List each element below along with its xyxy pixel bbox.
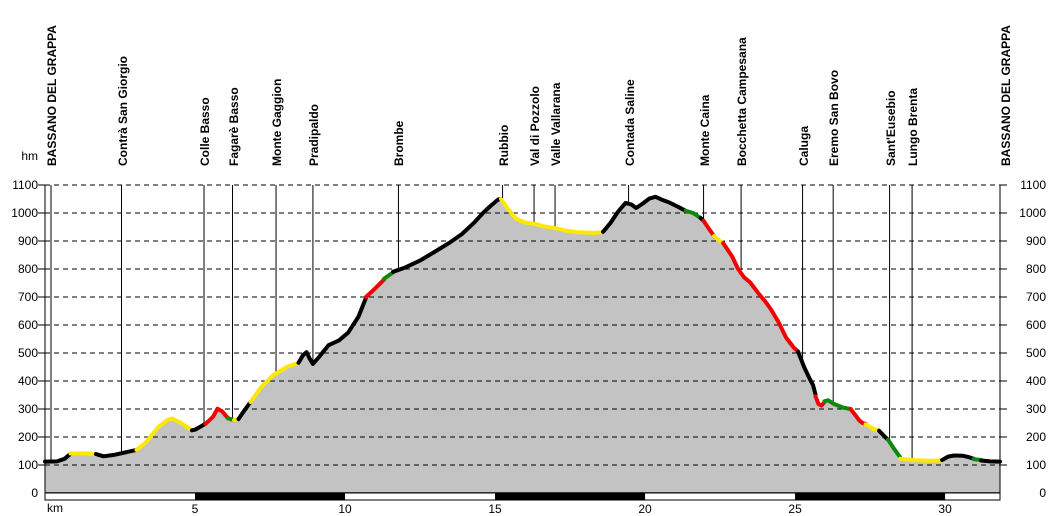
waypoint-label-16: Lungo Brenta bbox=[906, 88, 921, 166]
waypoint-label-12: Bocchetta Campesana bbox=[735, 37, 750, 166]
y-tick-label-left-700: 700 bbox=[17, 290, 38, 304]
profile-segment-black-0 bbox=[43, 451, 73, 464]
y-tick-label-left-0: 0 bbox=[31, 486, 38, 500]
profile-segment-black-4 bbox=[190, 421, 208, 433]
y-tick-label-right-100: 100 bbox=[1025, 458, 1046, 472]
profile-segment-yellow-9 bbox=[248, 360, 301, 404]
profile-segment-yellow-14 bbox=[499, 197, 606, 235]
profile-segment-black-31 bbox=[979, 458, 1002, 464]
y-tick-label-left-1100: 1100 bbox=[12, 178, 38, 192]
x-tick-label-25: 25 bbox=[788, 502, 802, 516]
profile-segment-black-10 bbox=[296, 295, 368, 366]
y-axis-unit-label: hm bbox=[21, 149, 38, 163]
x-tick-label-30: 30 bbox=[938, 502, 952, 516]
waypoint-label-13: Caluga bbox=[796, 125, 811, 166]
profile-segment-red-11 bbox=[364, 277, 386, 299]
y-tick-label-right-200: 200 bbox=[1025, 430, 1046, 444]
y-tick-label-left-300: 300 bbox=[17, 402, 38, 416]
profile-segment-yellow-1 bbox=[68, 451, 98, 457]
profile-segment-yellow-28 bbox=[898, 456, 945, 463]
y-tick-label-left-200: 200 bbox=[17, 430, 38, 444]
profile-segment-green-12 bbox=[382, 270, 395, 281]
elevation-area-fill bbox=[45, 196, 1000, 494]
y-tick-label-right-1100: 1100 bbox=[1020, 178, 1046, 192]
scalebar-black-segment-1 bbox=[495, 493, 646, 500]
waypoint-label-1: Contrà San Giorgio bbox=[115, 55, 130, 166]
waypoint-label-9: Valle Vallarana bbox=[549, 82, 564, 166]
waypoint-label-10: Contada Saline bbox=[622, 79, 637, 166]
waypoint-label-0: BASSANO DEL GRAPPA bbox=[45, 25, 59, 166]
profile-segment-green-16 bbox=[683, 208, 703, 220]
profile-segment-red-22 bbox=[813, 394, 827, 408]
profile-segment-green-27 bbox=[886, 437, 903, 460]
profile-segment-red-18 bbox=[701, 218, 717, 238]
y-tick-label-right-700: 700 bbox=[1025, 290, 1046, 304]
waypoint-label-2: Colle Basso bbox=[198, 97, 213, 166]
y-tick-label-left-400: 400 bbox=[17, 374, 38, 388]
scalebar-black-segment-2 bbox=[795, 493, 946, 500]
waypoint-label-6: Brombe bbox=[392, 120, 407, 166]
waypoint-label-5: Pradipaldo bbox=[306, 103, 321, 166]
profile-segment-red-5 bbox=[203, 406, 230, 426]
profile-segment-red-24 bbox=[848, 407, 868, 426]
waypoint-label-15: Sant'Eusebio bbox=[883, 90, 898, 166]
x-tick-label-20: 20 bbox=[638, 502, 652, 516]
profile-segment-black-8 bbox=[236, 400, 253, 422]
waypoint-label-3: Fagarè Basso bbox=[226, 87, 241, 166]
waypoint-label-4: Monte Gaggion bbox=[270, 78, 285, 166]
y-tick-label-left-1000: 1000 bbox=[11, 206, 38, 220]
y-tick-label-right-800: 800 bbox=[1025, 262, 1046, 276]
profile-segment-black-13 bbox=[391, 197, 503, 274]
profile-segment-green-23 bbox=[822, 398, 853, 411]
waypoint-label-8: Val di Pozzolo bbox=[528, 85, 543, 166]
profile-segment-yellow-3 bbox=[134, 416, 194, 452]
x-tick-label-10: 10 bbox=[338, 502, 352, 516]
y-tick-label-right-300: 300 bbox=[1025, 402, 1046, 416]
x-axis-unit-label: km bbox=[47, 501, 63, 515]
waypoint-label-14: Eremo San Bovo bbox=[827, 69, 842, 166]
x-tick-label-15: 15 bbox=[488, 502, 502, 516]
waypoint-label-11: Monte Caina bbox=[697, 94, 712, 166]
profile-segment-black-29 bbox=[940, 453, 976, 462]
waypoint-label-7: Rubbio bbox=[496, 124, 511, 166]
profile-segment-yellow-25 bbox=[863, 422, 882, 433]
profile-segment-red-20 bbox=[721, 241, 801, 354]
scalebar-black-segment-0 bbox=[195, 493, 346, 500]
x-tick-label-5: 5 bbox=[191, 502, 199, 516]
y-tick-label-right-400: 400 bbox=[1025, 374, 1046, 388]
waypoint-label-17: BASSANO DEL GRAPPA bbox=[999, 25, 1014, 166]
profile-segment-black-2 bbox=[94, 447, 139, 459]
y-tick-label-right-600: 600 bbox=[1025, 318, 1046, 332]
y-tick-label-left-600: 600 bbox=[17, 318, 38, 332]
y-tick-label-left-900: 900 bbox=[17, 234, 38, 248]
profile-segment-black-15 bbox=[601, 194, 688, 234]
y-tick-label-left-800: 800 bbox=[17, 262, 38, 276]
y-tick-label-right-1000: 1000 bbox=[1019, 206, 1046, 220]
y-tick-label-left-100: 100 bbox=[17, 458, 38, 472]
y-tick-label-left-500: 500 bbox=[17, 346, 38, 360]
y-tick-label-right-0: 0 bbox=[1039, 486, 1046, 500]
profile-segment-black-21 bbox=[796, 349, 818, 397]
y-tick-label-right-900: 900 bbox=[1025, 234, 1046, 248]
y-tick-label-right-500: 500 bbox=[1025, 346, 1046, 360]
